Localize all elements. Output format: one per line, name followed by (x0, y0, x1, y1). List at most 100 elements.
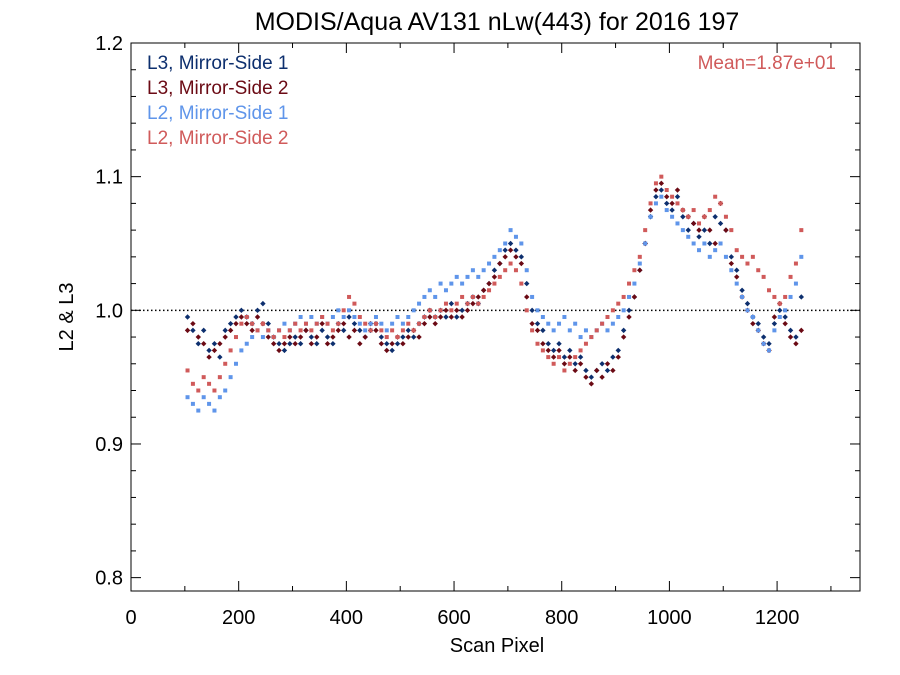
data-point (643, 241, 648, 246)
data-point (750, 254, 755, 259)
data-point (497, 274, 502, 279)
data-point (190, 320, 196, 327)
data-point (190, 381, 195, 386)
data-point (686, 214, 691, 219)
data-point (330, 328, 335, 333)
data-point (675, 221, 680, 226)
data-point (449, 308, 454, 313)
x-tick-label: 400 (330, 607, 363, 629)
data-point (184, 314, 191, 320)
data-point (443, 301, 448, 306)
x-tick-label: 800 (545, 607, 578, 629)
data-point (271, 335, 276, 340)
data-point (664, 194, 670, 200)
data-point (627, 294, 632, 299)
data-point (233, 335, 238, 340)
data-point (534, 327, 541, 334)
data-point (266, 328, 271, 333)
data-point (793, 281, 798, 286)
data-point (605, 328, 610, 333)
data-point (728, 260, 735, 267)
data-point (712, 240, 718, 247)
data-point (465, 274, 470, 279)
data-point (460, 294, 465, 299)
data-point (297, 341, 304, 347)
data-point (524, 268, 529, 273)
data-point (470, 300, 476, 307)
data-point (550, 354, 557, 360)
data-point (432, 320, 438, 327)
data-point (389, 347, 395, 354)
data-point (707, 227, 713, 233)
data-point (755, 320, 761, 327)
data-point (378, 334, 385, 340)
axes: 0 200 400 600 800 1000 1200 0.8 0.9 1.0 1.1 1.2 (95, 33, 860, 629)
data-point (734, 274, 740, 280)
data-point (734, 267, 740, 273)
data-point (308, 341, 315, 347)
data-point (502, 247, 508, 253)
data-point (701, 227, 708, 233)
data-point (729, 228, 734, 233)
data-point (276, 341, 282, 347)
data-point (604, 367, 611, 374)
data-point (227, 320, 234, 327)
data-point (476, 301, 481, 306)
data-point (551, 328, 556, 333)
data-point (658, 187, 665, 193)
data-point (627, 281, 632, 286)
data-point (583, 374, 589, 380)
data-point (557, 355, 562, 360)
data-point (772, 328, 777, 333)
data-point (443, 314, 449, 320)
data-point (550, 347, 557, 354)
data-point (228, 375, 233, 380)
data-point (233, 320, 239, 327)
data-point (347, 294, 352, 299)
data-point (201, 375, 206, 380)
data-point (497, 248, 502, 253)
data-point (389, 341, 395, 347)
data-point (341, 315, 346, 319)
data-point (223, 388, 228, 393)
data-point (767, 288, 772, 293)
data-point (298, 328, 303, 333)
data-point (793, 261, 798, 266)
data-point (713, 194, 718, 199)
data-point (325, 321, 330, 326)
x-tick-label: 200 (222, 607, 255, 629)
data-point (545, 347, 551, 354)
data-point (669, 207, 675, 213)
data-point (206, 354, 212, 360)
data-point (685, 227, 691, 233)
data-point (200, 341, 207, 347)
data-point (373, 327, 379, 334)
data-point (686, 234, 691, 239)
data-point (535, 341, 540, 346)
data-point (583, 328, 588, 333)
data-point (384, 341, 390, 347)
data-point (314, 321, 319, 326)
y-tick-label: 1.2 (95, 33, 123, 55)
data-point (400, 321, 405, 326)
data-point (250, 321, 255, 326)
data-point (637, 254, 642, 259)
data-point (540, 348, 545, 353)
data-point (659, 174, 664, 179)
data-point (567, 361, 572, 366)
data-point (620, 327, 627, 334)
data-point (783, 308, 788, 313)
data-point (728, 254, 735, 260)
data-point (201, 395, 206, 400)
data-point (637, 267, 643, 273)
data-point (680, 214, 686, 220)
data-point (567, 347, 573, 354)
data-point (411, 308, 416, 313)
data-point (443, 307, 449, 314)
data-point (405, 334, 411, 340)
data-point (540, 341, 546, 347)
data-point (702, 241, 707, 246)
data-point (319, 327, 325, 334)
data-point (562, 315, 567, 319)
data-point (670, 194, 675, 199)
